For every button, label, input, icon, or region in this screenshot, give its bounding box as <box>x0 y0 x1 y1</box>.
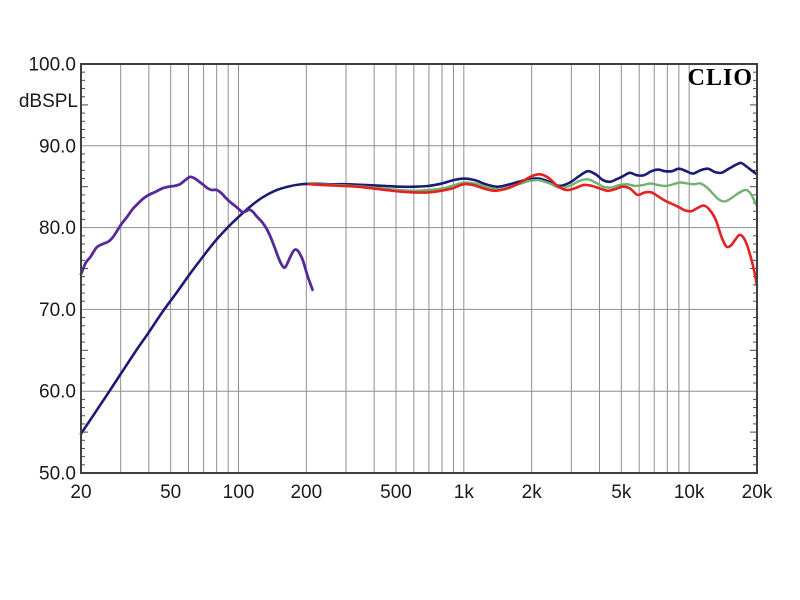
x-tick-label: 1k <box>454 482 475 503</box>
plot-border <box>80 63 758 474</box>
y-tick-label: 100.0 <box>28 55 76 76</box>
axis-labels-layer: 100.0 90.0 80.0 70.0 60.0 50.020 50 100 200 500 1k… <box>28 55 772 504</box>
x-tick-label: 5k <box>611 482 632 503</box>
minor-ticks-layer <box>81 71 757 466</box>
x-tick-label: 500 <box>380 482 412 503</box>
y-tick-label: 90.0 <box>39 136 76 157</box>
x-tick-label: 200 <box>290 482 322 503</box>
y-tick-label: 70.0 <box>39 300 76 321</box>
plot-border-layer <box>80 63 758 474</box>
curve-purple-bass-nearfield <box>79 175 314 292</box>
grid-layer <box>81 64 757 473</box>
y-tick-label: 80.0 <box>39 218 76 239</box>
y-axis-unit-label: dBSPL <box>19 91 78 112</box>
curve-navy-full-range-response <box>79 161 759 436</box>
x-tick-label: 10k <box>674 482 705 503</box>
curves-layer <box>79 161 759 436</box>
y-tick-label: 50.0 <box>39 464 76 485</box>
clio-logo: CLIO <box>688 65 753 91</box>
x-tick-label: 20 <box>70 482 91 503</box>
x-tick-label: 2k <box>522 482 543 503</box>
x-tick-label: 20k <box>742 482 773 503</box>
x-tick-label: 50 <box>160 482 181 503</box>
x-tick-label: 100 <box>223 482 255 503</box>
curve-green-treble-variant <box>307 178 759 208</box>
curve-red-treble-variant <box>307 172 759 287</box>
y-tick-label: 60.0 <box>39 382 76 403</box>
